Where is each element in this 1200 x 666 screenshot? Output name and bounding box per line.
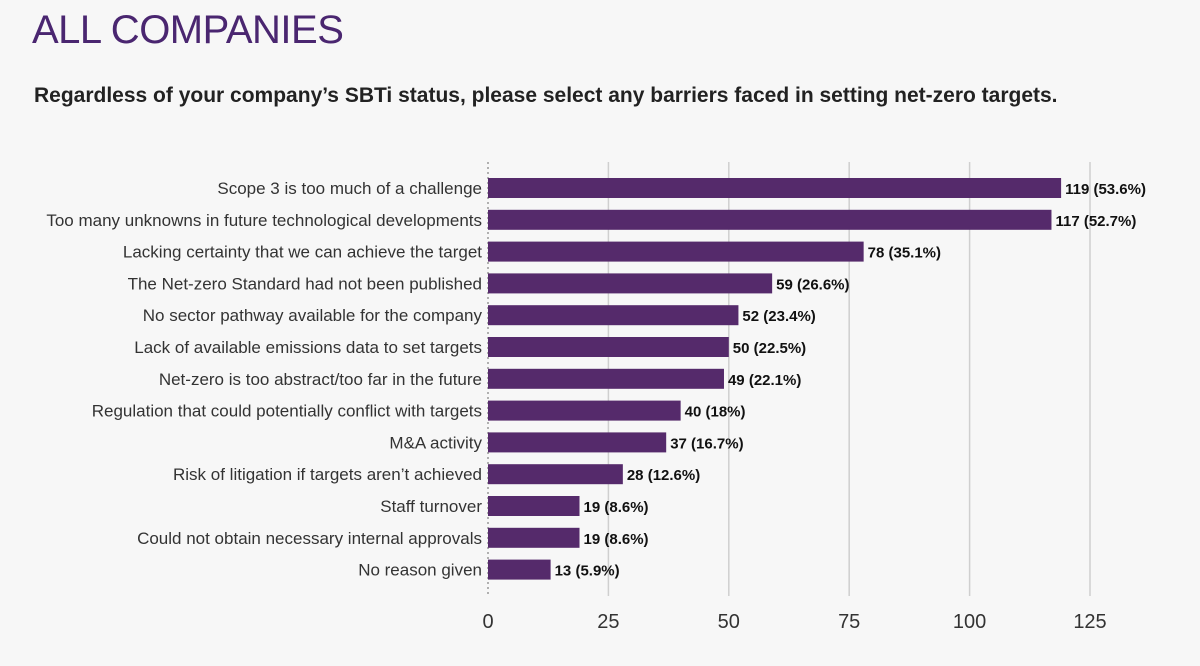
bar[interactable] (488, 305, 739, 326)
x-tick-label: 0 (482, 611, 493, 633)
data-label: 37 (16.7%) (670, 435, 743, 452)
category-label: Scope 3 is too much of a challenge (217, 179, 482, 198)
category-label: Lacking certainty that we can achieve th… (123, 243, 482, 262)
data-label: 119 (53.6%) (1065, 181, 1146, 198)
bar[interactable] (488, 368, 724, 389)
category-label: M&A activity (389, 433, 482, 452)
bar[interactable] (488, 241, 864, 262)
category-label: No sector pathway available for the comp… (143, 306, 483, 325)
category-label: No reason given (358, 561, 482, 580)
data-label: 28 (12.6%) (627, 467, 700, 484)
category-label: Lack of available emissions data to set … (134, 338, 482, 357)
bar[interactable] (488, 559, 551, 580)
data-label: 40 (18%) (685, 404, 746, 421)
category-label: Could not obtain necessary internal appr… (137, 529, 482, 548)
chart-title: ALL COMPANIES (32, 8, 344, 52)
data-label: 117 (52.7%) (1055, 213, 1136, 230)
data-label: 52 (23.4%) (742, 308, 815, 325)
data-label: 59 (26.6%) (776, 276, 849, 293)
data-label: 19 (8.6%) (584, 531, 649, 548)
bar[interactable] (488, 496, 580, 516)
x-tick-label: 100 (953, 611, 986, 633)
category-label: Staff turnover (380, 497, 482, 516)
bar[interactable] (488, 337, 729, 357)
bar[interactable] (488, 209, 1052, 230)
chart-subtitle: Regardless of your company’s SBTi status… (34, 84, 1058, 107)
bar[interactable] (488, 178, 1062, 198)
bar[interactable] (488, 432, 667, 453)
category-label: Net-zero is too abstract/too far in the … (159, 370, 482, 389)
x-tick-label: 125 (1073, 611, 1106, 633)
x-tick-label: 50 (718, 611, 740, 633)
bar[interactable] (488, 464, 623, 485)
data-label: 78 (35.1%) (868, 245, 941, 262)
bar[interactable] (488, 527, 580, 548)
bar[interactable] (488, 273, 773, 294)
data-label: 50 (22.5%) (733, 340, 806, 357)
x-tick-label: 25 (597, 611, 619, 633)
data-label: 49 (22.1%) (728, 372, 801, 389)
category-label: Too many unknowns in future technologica… (46, 211, 482, 230)
category-label: Regulation that could potentially confli… (92, 402, 482, 421)
bar[interactable] (488, 400, 681, 421)
data-label: 13 (5.9%) (555, 563, 620, 580)
x-tick-label: 75 (838, 611, 860, 633)
data-label: 19 (8.6%) (584, 499, 649, 516)
category-label: Risk of litigation if targets aren’t ach… (173, 465, 482, 484)
category-label: The Net-zero Standard had not been publi… (128, 274, 482, 293)
